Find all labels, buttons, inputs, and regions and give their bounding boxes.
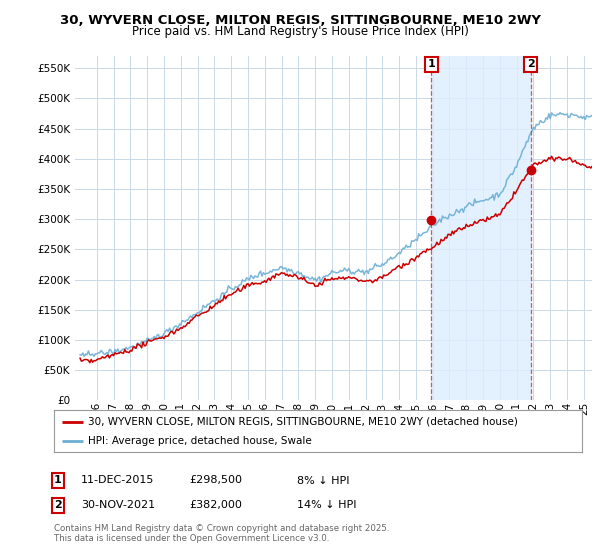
Text: 30, WYVERN CLOSE, MILTON REGIS, SITTINGBOURNE, ME10 2WY (detached house): 30, WYVERN CLOSE, MILTON REGIS, SITTINGB… xyxy=(88,417,518,427)
Text: This data is licensed under the Open Government Licence v3.0.: This data is licensed under the Open Gov… xyxy=(54,534,329,543)
Text: 2: 2 xyxy=(54,500,62,510)
Text: HPI: Average price, detached house, Swale: HPI: Average price, detached house, Swal… xyxy=(88,436,312,446)
Text: 30-NOV-2021: 30-NOV-2021 xyxy=(81,500,155,510)
Text: 1: 1 xyxy=(54,475,62,486)
Text: 30, WYVERN CLOSE, MILTON REGIS, SITTINGBOURNE, ME10 2WY: 30, WYVERN CLOSE, MILTON REGIS, SITTINGB… xyxy=(59,14,541,27)
Text: £298,500: £298,500 xyxy=(189,475,242,486)
Text: Contains HM Land Registry data © Crown copyright and database right 2025.: Contains HM Land Registry data © Crown c… xyxy=(54,524,389,533)
Text: 1: 1 xyxy=(427,59,435,69)
Text: 2: 2 xyxy=(527,59,535,69)
Text: 8% ↓ HPI: 8% ↓ HPI xyxy=(297,475,349,486)
Text: Price paid vs. HM Land Registry's House Price Index (HPI): Price paid vs. HM Land Registry's House … xyxy=(131,25,469,38)
Bar xyxy=(431,56,530,400)
Text: £382,000: £382,000 xyxy=(189,500,242,510)
Text: 11-DEC-2015: 11-DEC-2015 xyxy=(81,475,154,486)
Text: 14% ↓ HPI: 14% ↓ HPI xyxy=(297,500,356,510)
